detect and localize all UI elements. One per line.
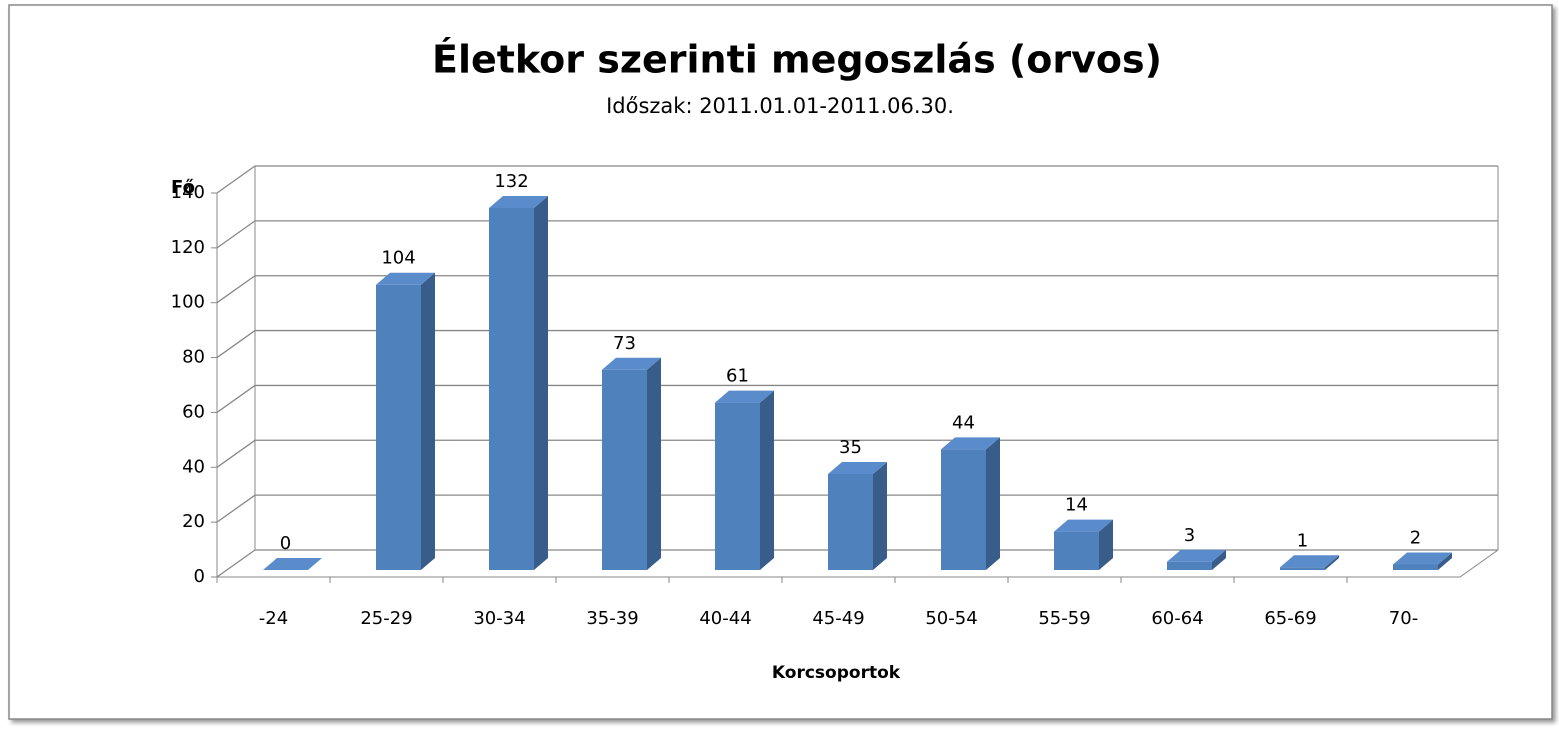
grid-line [216,494,1498,523]
bar-side [1099,519,1113,570]
bar-side [760,390,774,570]
bar [828,462,887,570]
x-tick-label: -24 [259,608,288,629]
bar [489,195,548,570]
y-tick-label: 0 [194,566,205,587]
bar-front [602,369,647,570]
x-tick-label: 60-64 [1151,608,1203,629]
bar-front [376,284,421,570]
bar [263,558,322,570]
data-label: 61 [726,366,749,387]
bar-front [1280,567,1325,570]
data-label: 3 [1184,525,1195,546]
bar-top [263,558,322,570]
y-tick-label: 120 [171,237,205,258]
bar [941,437,1000,570]
bar [376,272,435,570]
bar-top [1054,519,1113,532]
bar [602,357,661,570]
x-axis-label: Korcsoportok [772,663,901,683]
bar [1280,555,1339,570]
bar [1393,552,1452,570]
bar-top [489,195,548,208]
bar-side [647,357,661,570]
data-label: 44 [952,412,975,433]
data-label: 14 [1065,495,1088,516]
grid-line [216,329,1498,359]
x-tick-label: 50-54 [925,608,977,629]
y-tick-label: 60 [182,401,205,422]
bar-side [873,462,887,570]
x-tick-label: 65-69 [1264,608,1316,629]
bar-side [1438,552,1452,570]
bar-front [489,207,534,570]
y-axis-label: Fő [171,177,195,198]
bar-top [941,437,1000,450]
bar-front [715,402,760,570]
bar-side [1212,549,1226,570]
bar-side [1325,555,1339,570]
x-tick-label: 45-49 [812,608,864,629]
bar-front [1393,564,1438,570]
grid-line [216,220,1498,249]
bar [715,390,774,570]
bar-front [941,449,986,570]
bar-top [715,390,774,403]
bar [1167,549,1226,570]
bar-top [376,272,435,285]
bar-front [1167,561,1212,570]
data-label: 0 [280,533,291,554]
y-tick-label: 40 [182,456,205,477]
data-label: 35 [839,437,862,458]
y-tick-label: 100 [171,292,205,313]
floor-edge [217,549,1499,578]
bar-top [1280,555,1339,568]
data-label: 2 [1410,528,1421,549]
grid-line [216,439,1498,468]
bar-top [828,462,887,474]
bar-front [1054,531,1099,570]
data-label: 104 [381,248,415,269]
y-tick-label: 80 [182,347,205,368]
x-tick-label: 70- [1389,608,1418,629]
bar-front [828,474,873,570]
bar-side [421,272,435,570]
x-tick-label: 55-59 [1038,608,1090,629]
data-label: 73 [613,333,636,354]
bar-top [602,357,661,370]
bar-top [1167,549,1226,562]
data-label: 1 [1297,530,1308,551]
chart-title: Életkor szerinti megoszlás (orvos) [432,38,1162,82]
bar-side [534,195,548,570]
grid-line [216,165,1498,194]
data-label: 132 [494,171,528,192]
bar-side [986,437,1000,570]
bar [1054,519,1113,570]
y-tick-label: 20 [182,511,205,532]
bar-top [1393,552,1452,565]
x-tick-label: 25-29 [360,608,412,629]
chart-subtitle: Időszak: 2011.01.01-2011.06.30. [606,94,954,118]
x-tick-label: 35-39 [586,608,638,629]
x-tick-label: 40-44 [699,608,751,629]
grid-line [216,275,1498,304]
x-tick-label: 30-34 [473,608,525,629]
y-tick-label: 140 [171,182,205,203]
grid-line [216,384,1498,413]
chart-frame [8,4,1553,720]
